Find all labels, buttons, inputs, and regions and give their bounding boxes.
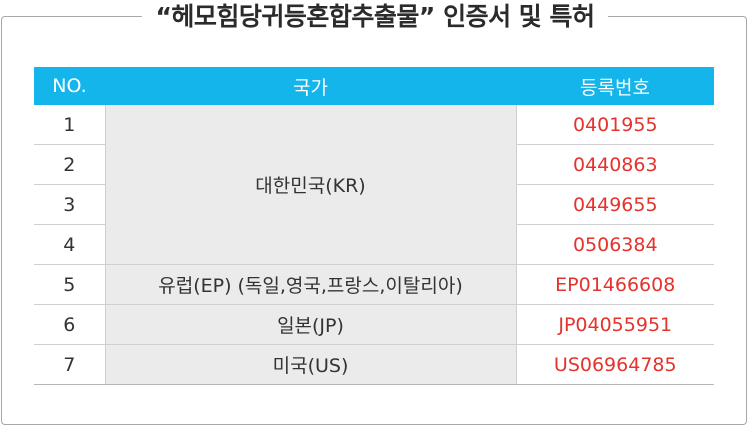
patent-table: NO. 국가 등록번호 1 대한민국(KR) 0401955 2 0440863… xyxy=(34,67,714,385)
row-number: 4 xyxy=(34,224,105,265)
registration-number: 0440863 xyxy=(516,144,714,185)
table-row: 4 0506384 xyxy=(34,224,714,265)
page-title: “헤모힘당귀등혼합추출물” 인증서 및 특허 xyxy=(141,2,609,32)
registration-number: 0506384 xyxy=(516,224,714,265)
registration-number: EP01466608 xyxy=(516,264,714,305)
row-number: 2 xyxy=(34,144,105,185)
row-number: 3 xyxy=(34,184,105,225)
table-row: 7 미국(US) US06964785 xyxy=(34,344,714,385)
title-bar: “헤모힘당귀등혼합추출물” 인증서 및 특허 xyxy=(0,0,750,34)
row-number: 5 xyxy=(34,264,105,305)
registration-number: 0401955 xyxy=(516,105,714,145)
registration-number: JP04055951 xyxy=(516,304,714,345)
header-no: NO. xyxy=(34,67,105,105)
country-cell: 미국(US) xyxy=(104,344,517,385)
country-cell: 일본(JP) xyxy=(104,304,517,345)
registration-number: US06964785 xyxy=(516,344,714,385)
country-cell: 유럽(EP) (독일,영국,프랑스,이탈리아) xyxy=(104,264,517,305)
registration-number: 0449655 xyxy=(516,184,714,225)
header-country: 국가 xyxy=(105,67,516,105)
header-registration-number: 등록번호 xyxy=(516,67,714,105)
row-number: 6 xyxy=(34,304,105,345)
country-cell: 대한민국(KR) xyxy=(104,105,517,265)
table-row: 5 유럽(EP) (독일,영국,프랑스,이탈리아) EP01466608 xyxy=(34,264,714,305)
table-row: 2 0440863 xyxy=(34,144,714,185)
table-row: 6 일본(JP) JP04055951 xyxy=(34,304,714,345)
table-row: 1 대한민국(KR) 0401955 xyxy=(34,105,714,265)
row-number: 7 xyxy=(34,344,105,385)
row-number: 1 xyxy=(34,105,105,145)
table-row: 3 0449655 xyxy=(34,184,714,225)
table-header-row: NO. 국가 등록번호 xyxy=(34,67,714,105)
